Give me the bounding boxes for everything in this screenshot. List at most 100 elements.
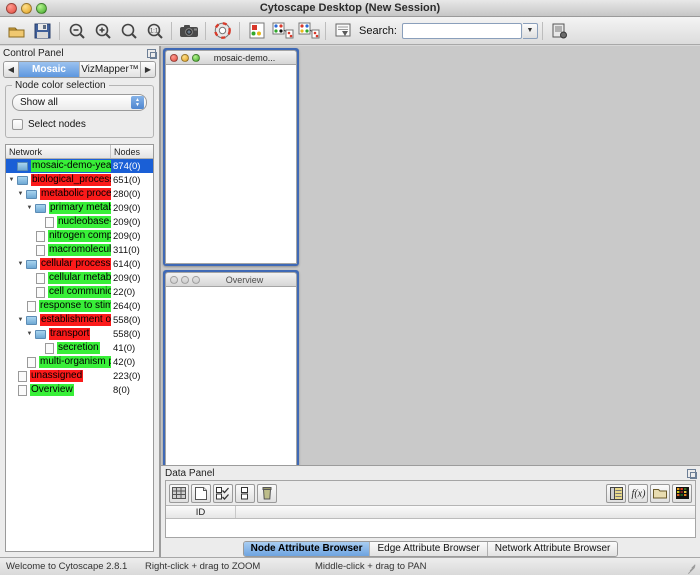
tab-edge-attribute-browser[interactable]: Edge Attribute Browser — [369, 541, 487, 556]
zoom-button[interactable] — [36, 2, 47, 14]
tree-row-label: unassigned — [30, 370, 84, 382]
tab-scroll-right-icon[interactable]: ▶ — [140, 62, 155, 77]
tree-row[interactable]: ▼ biological_process 651(0) — [6, 173, 153, 187]
lifesaver-icon[interactable] — [210, 19, 235, 43]
minimize-button[interactable] — [21, 2, 32, 14]
trash-icon[interactable] — [257, 483, 277, 503]
filter-icon[interactable] — [330, 19, 355, 43]
tab-mosaic[interactable]: Mosaic — [19, 62, 79, 77]
tree-row-label: biological_process — [31, 174, 111, 186]
open-folder-icon[interactable] — [4, 19, 29, 43]
expand-twisty-icon[interactable]: ▼ — [17, 261, 24, 267]
search-input-wrap[interactable] — [401, 22, 522, 39]
status-hint-pan: Middle-click + drag to PAN — [315, 561, 427, 572]
tree-row[interactable]: nitrogen compound metabolic209(0) — [6, 229, 153, 243]
tab-scroll-left-icon[interactable]: ◀ — [4, 62, 19, 77]
tree-row[interactable]: nucleobase-containing compound209(0) — [6, 215, 153, 229]
network-grid — [303, 48, 698, 463]
list-icon[interactable] — [606, 483, 626, 503]
tree-row-left: macromolecule metabolic — [6, 243, 111, 257]
tree-row[interactable]: multi-organism process42(0) — [6, 355, 153, 369]
network-tree-body[interactable]: mosaic-demo-yeast 874(0) ▼ biological_proce… — [6, 159, 153, 551]
float-panel-icon[interactable] — [147, 49, 157, 59]
tree-row[interactable]: unassigned 223(0) — [6, 369, 153, 383]
tab-node-attribute-browser[interactable]: Node Attribute Browser — [243, 541, 370, 556]
network-canvas-overview[interactable] — [165, 286, 297, 465]
node-color-selection-group: Node color selection Show all ▲ ▼ Select … — [5, 80, 154, 138]
select-nodes-checkbox[interactable] — [12, 119, 23, 130]
expand-twisty-icon[interactable]: ▼ — [17, 317, 24, 323]
tree-row[interactable]: ▼ primary metabolic process209(0) — [6, 201, 153, 215]
tree-row[interactable]: macromolecule metabolic311(0) — [6, 243, 153, 257]
tree-row[interactable]: ▼ establishment of localization558(0) — [6, 313, 153, 327]
node-attribute-icon[interactable] — [244, 19, 269, 43]
control-panel-title: Control Panel — [3, 48, 64, 59]
main-body: Control Panel ◀ Mosaic VizMapper™ ▶ Node… — [0, 46, 700, 557]
zoom-icon[interactable] — [192, 275, 200, 284]
tab-network-attribute-browser[interactable]: Network Attribute Browser — [486, 541, 618, 556]
function-icon[interactable]: f(x) — [628, 483, 648, 503]
network-desktop[interactable]: mosaic-demo... Ov — [160, 46, 700, 465]
zoom-in-icon[interactable] — [90, 19, 115, 43]
data-panel-inner: f(x) ID — [165, 480, 696, 538]
tree-row-node-count: 558(0) — [113, 328, 141, 340]
import-folder-icon[interactable] — [650, 483, 670, 503]
tree-row[interactable]: ▼ cellular process 614(0) — [6, 257, 153, 271]
attribute-table[interactable]: ID — [166, 505, 695, 537]
expand-twisty-icon[interactable]: ▼ — [26, 331, 33, 337]
tree-row[interactable]: cellular metabolic process209(0) — [6, 271, 153, 285]
minimize-icon[interactable] — [181, 275, 189, 284]
combo-stepper-icon[interactable]: ▲ ▼ — [131, 96, 144, 109]
zoom-actual-icon[interactable]: 1:1 — [142, 19, 167, 43]
new-network-selection-icon[interactable] — [296, 19, 321, 43]
minimize-icon[interactable] — [181, 53, 189, 62]
expand-twisty-icon[interactable]: ▼ — [17, 191, 24, 197]
zoom-icon[interactable] — [192, 53, 200, 62]
camera-icon[interactable] — [176, 19, 201, 43]
table-icon[interactable] — [169, 483, 189, 503]
checklist-icon[interactable] — [213, 483, 233, 503]
tree-row-left: multi-organism process — [6, 355, 111, 369]
tree-row[interactable]: response to stimulus264(0) — [6, 299, 153, 313]
tree-row-node-count: 209(0) — [113, 272, 141, 284]
tree-row[interactable]: ▼ metabolic process280(0) — [6, 187, 153, 201]
data-panel: Data Panel — [160, 465, 700, 557]
network-tree[interactable]: Network Nodes mosaic-demo-yeast 874(0) ▼ bi… — [5, 144, 154, 552]
tree-row-label: mosaic-demo-yeast — [31, 160, 111, 172]
select-nodes-row[interactable]: Select nodes — [12, 119, 147, 130]
tree-row[interactable]: secretion 41(0) — [6, 341, 153, 355]
new-document-icon[interactable] — [191, 483, 211, 503]
float-data-panel-icon[interactable] — [687, 468, 697, 479]
close-button[interactable] — [6, 2, 17, 14]
close-icon[interactable] — [170, 275, 178, 284]
column-id[interactable]: ID — [166, 506, 236, 518]
node-color-selection-combo[interactable]: Show all ▲ ▼ — [12, 94, 147, 111]
zoom-out-icon[interactable] — [64, 19, 89, 43]
heatmap-icon[interactable] — [672, 483, 692, 503]
first-neighbors-icon[interactable] — [270, 19, 295, 43]
select-icon[interactable] — [235, 483, 255, 503]
expand-twisty-icon[interactable]: ▼ — [26, 205, 33, 211]
tab-vizmapper[interactable]: VizMapper™ — [79, 62, 140, 77]
network-window-main[interactable]: mosaic-demo... — [163, 48, 299, 266]
search-dropdown-icon[interactable]: ▼ — [522, 22, 538, 39]
tree-row[interactable]: cell communication22(0) — [6, 285, 153, 299]
close-icon[interactable] — [170, 53, 178, 62]
tree-row[interactable]: mosaic-demo-yeast 874(0) — [6, 159, 153, 173]
save-icon[interactable] — [30, 19, 55, 43]
tree-row-left: ▼ establishment of localization — [6, 313, 111, 327]
zoom-selected-icon[interactable] — [116, 19, 141, 43]
tree-row[interactable]: Overview 8(0) — [6, 383, 153, 397]
toolbar-separator — [171, 21, 172, 40]
folder-icon — [35, 203, 46, 213]
search-input[interactable] — [402, 23, 521, 38]
column-empty — [236, 506, 695, 518]
network-window-overview[interactable]: Overview — [163, 270, 299, 465]
attribute-table-header: ID — [166, 506, 695, 519]
expand-twisty-icon[interactable]: ▼ — [8, 177, 15, 183]
network-canvas-main[interactable] — [165, 64, 297, 264]
resize-grip-icon[interactable] — [684, 560, 698, 574]
search-options-icon[interactable] — [547, 19, 572, 43]
tree-row[interactable]: ▼ transport 558(0) — [6, 327, 153, 341]
